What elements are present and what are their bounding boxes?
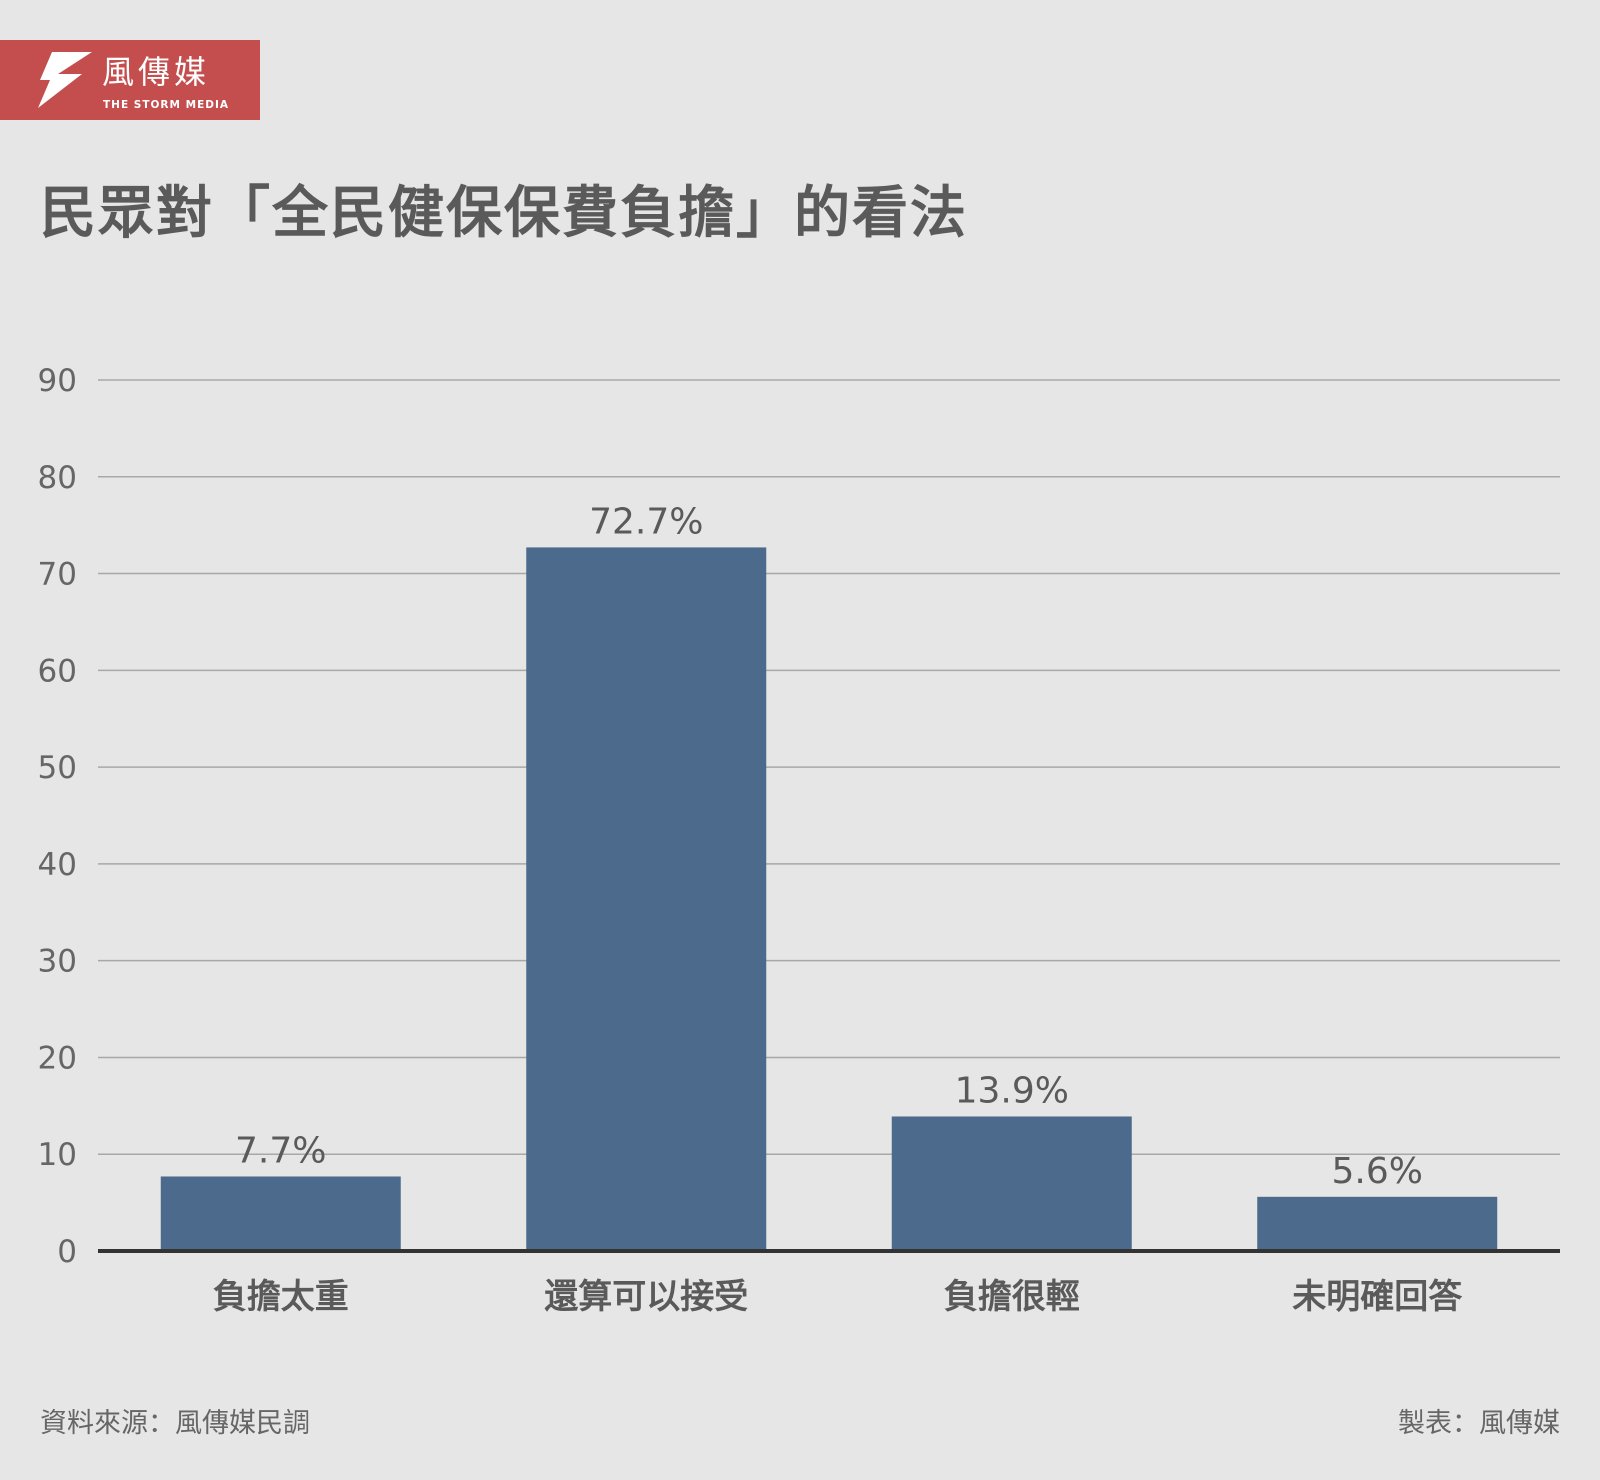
bar xyxy=(160,1176,401,1251)
bar xyxy=(526,547,767,1251)
storm-logo-icon xyxy=(38,52,92,108)
bar-value-label: 72.7% xyxy=(589,501,703,542)
x-category-label: 負擔很輕 xyxy=(944,1277,1080,1317)
y-tick-label: 40 xyxy=(38,847,77,883)
y-tick-label: 30 xyxy=(38,944,77,980)
y-tick-label: 50 xyxy=(38,750,77,786)
bar xyxy=(1257,1196,1498,1251)
y-tick-label: 60 xyxy=(38,653,77,689)
bar-chart: 0 10 20 30 40 50 60 70 80 90 7.7% 負擔太重 72.7% 還算可以接受 13… xyxy=(38,363,1560,1317)
source-note: 資料來源：風傳媒民調 xyxy=(40,1408,310,1439)
brand-name-en: THE STORM MEDIA xyxy=(103,99,229,111)
brand-logo: 風傳媒 THE STORM MEDIA xyxy=(0,40,260,120)
credit-note: 製表：風傳媒 xyxy=(1398,1408,1560,1439)
x-category-label: 負擔太重 xyxy=(213,1277,349,1317)
y-tick-label: 20 xyxy=(38,1040,77,1076)
bar-value-label: 5.6% xyxy=(1332,1151,1423,1192)
bar xyxy=(891,1116,1132,1251)
bar-value-label: 13.9% xyxy=(955,1070,1069,1111)
x-category-label: 未明確回答 xyxy=(1292,1277,1463,1317)
bar-value-label: 7.7% xyxy=(235,1130,326,1171)
y-tick-label: 70 xyxy=(38,557,77,593)
chart-title: 民眾對「全民健保保費負擔」的看法 xyxy=(40,181,968,246)
brand-name-cn: 風傳媒 xyxy=(102,53,211,91)
y-tick-label: 10 xyxy=(38,1137,77,1173)
y-tick-label: 0 xyxy=(57,1234,77,1270)
x-category-label: 還算可以接受 xyxy=(544,1277,748,1317)
y-tick-label: 90 xyxy=(38,363,77,399)
y-tick-label: 80 xyxy=(38,460,77,496)
